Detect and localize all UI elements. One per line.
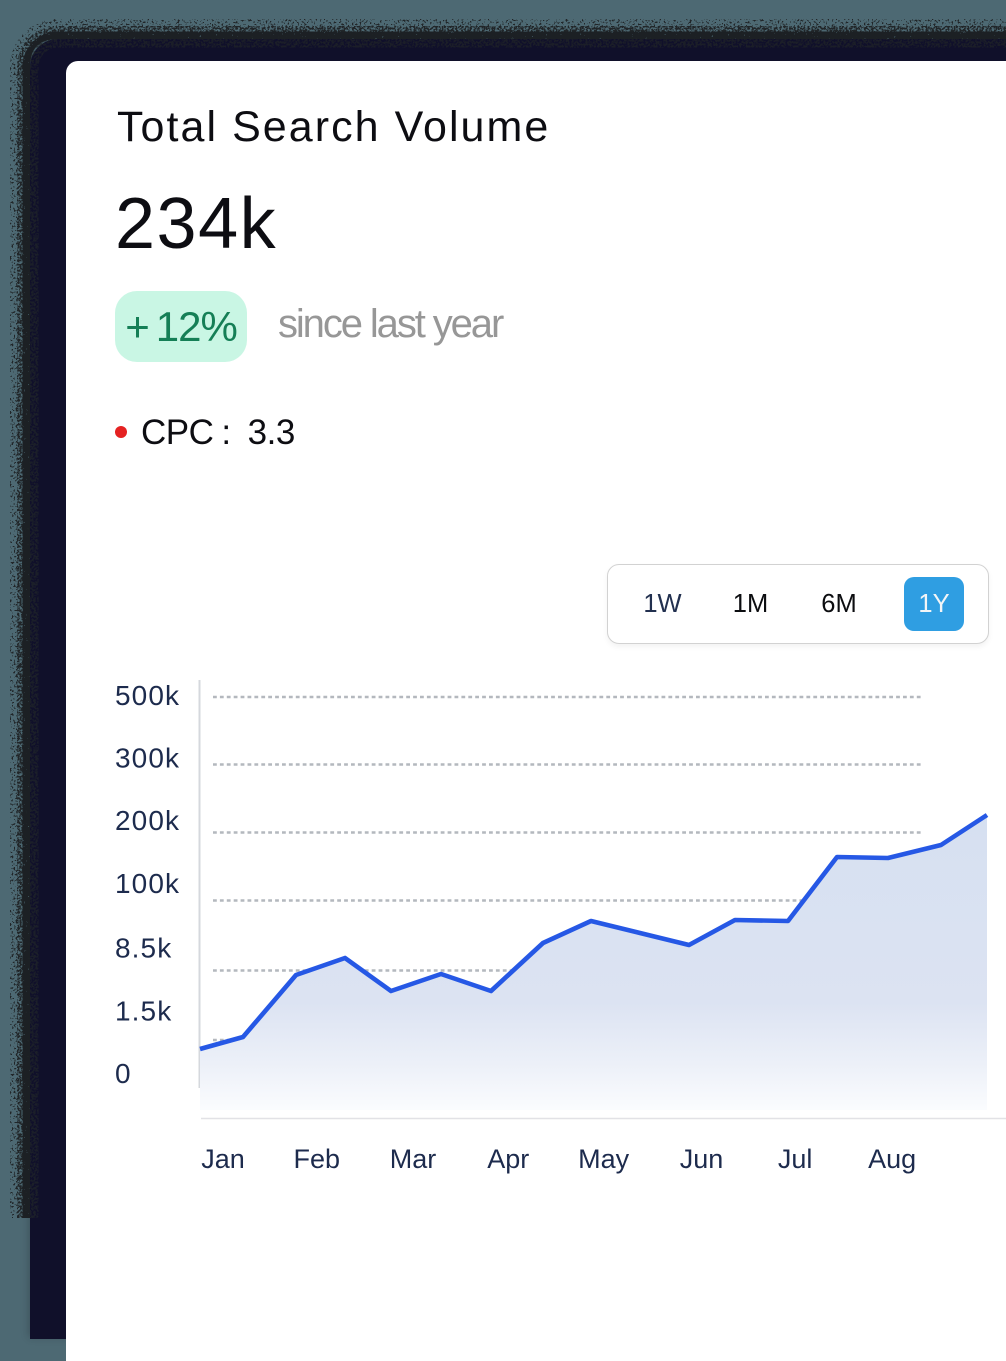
svg-text:May: May bbox=[578, 1144, 630, 1174]
svg-text:Aug: Aug bbox=[868, 1144, 916, 1174]
svg-text:0: 0 bbox=[115, 1058, 132, 1089]
svg-text:1.5k: 1.5k bbox=[115, 996, 172, 1027]
svg-text:Feb: Feb bbox=[294, 1144, 341, 1174]
svg-text:Apr: Apr bbox=[487, 1144, 529, 1174]
svg-text:100k: 100k bbox=[115, 868, 180, 899]
svg-text:Jul: Jul bbox=[778, 1144, 813, 1174]
svg-text:Mar: Mar bbox=[390, 1144, 437, 1174]
svg-text:500k: 500k bbox=[115, 680, 180, 711]
svg-text:200k: 200k bbox=[115, 805, 180, 836]
svg-text:Jan: Jan bbox=[201, 1144, 245, 1174]
svg-text:300k: 300k bbox=[115, 743, 180, 774]
svg-text:8.5k: 8.5k bbox=[115, 933, 172, 964]
svg-text:Jun: Jun bbox=[680, 1144, 724, 1174]
